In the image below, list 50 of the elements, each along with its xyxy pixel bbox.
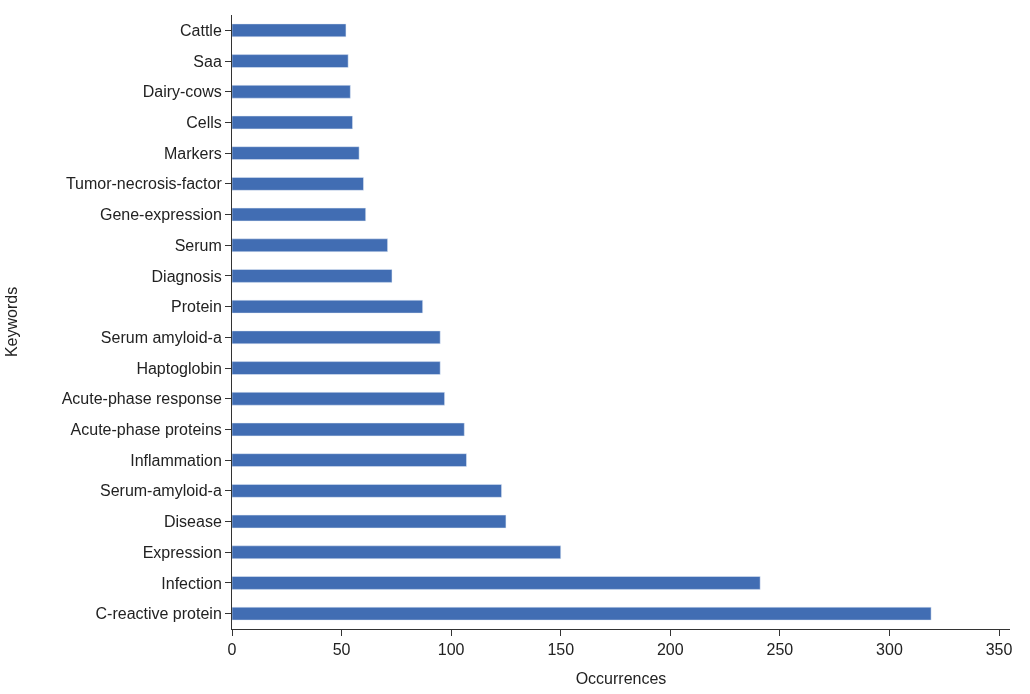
bar [232,422,465,437]
x-tick-label: 0 [227,641,237,659]
y-tick-label: Cattle [180,21,222,39]
y-axis-title: Keywords [2,286,20,358]
y-tick-label: Dairy-cows [142,83,222,101]
bar [232,330,441,345]
x-axis-title: Occurrences [575,669,667,687]
bar [232,576,761,590]
x-tick-label: 350 [985,641,1013,659]
bar [232,361,441,375]
bar [232,207,366,222]
y-tick-label: Serum [174,236,222,254]
bar [232,115,353,130]
y-tick-label: Cells [186,114,222,132]
bar [232,269,393,283]
bar [232,514,507,529]
y-tick-label: C-reactive protein [95,605,222,623]
x-tick-label: 150 [547,641,575,659]
y-tick-label: Markers [164,144,222,162]
bar [232,299,423,314]
x-tick-label: 300 [876,641,903,659]
bar [232,606,932,621]
bar [232,177,364,191]
bar [232,545,561,559]
x-tick-label: 100 [437,641,465,659]
y-tick-label: Gene-expression [99,206,222,224]
bar [232,392,445,406]
y-tick-label: Saa [193,52,222,70]
y-tick-label: Inflammation [130,451,222,469]
y-tick-label: Diagnosis [151,267,222,285]
bar [232,238,388,252]
y-tick-label: Expression [142,543,222,561]
y-tick-label: Tumor-necrosis-factor [65,175,223,193]
x-tick-label: 50 [332,641,351,659]
y-tick-label: Haptoglobin [136,359,222,377]
bar [232,484,502,498]
y-tick-label: Serum amyloid-a [100,328,222,346]
y-tick-label: Disease [163,513,222,531]
bar [232,453,467,467]
bar [232,146,360,160]
x-tick-label: 200 [656,641,684,659]
y-tick-label: Acute-phase proteins [70,421,222,439]
y-tick-label: Protein [171,298,222,316]
bar [232,54,349,68]
bar [232,23,347,38]
bar [232,85,351,99]
y-tick-label: Acute-phase response [61,390,222,408]
y-tick-label: Infection [161,574,222,592]
x-tick-label: 250 [766,641,794,659]
y-tick-label: Serum-amyloid-a [99,482,222,500]
